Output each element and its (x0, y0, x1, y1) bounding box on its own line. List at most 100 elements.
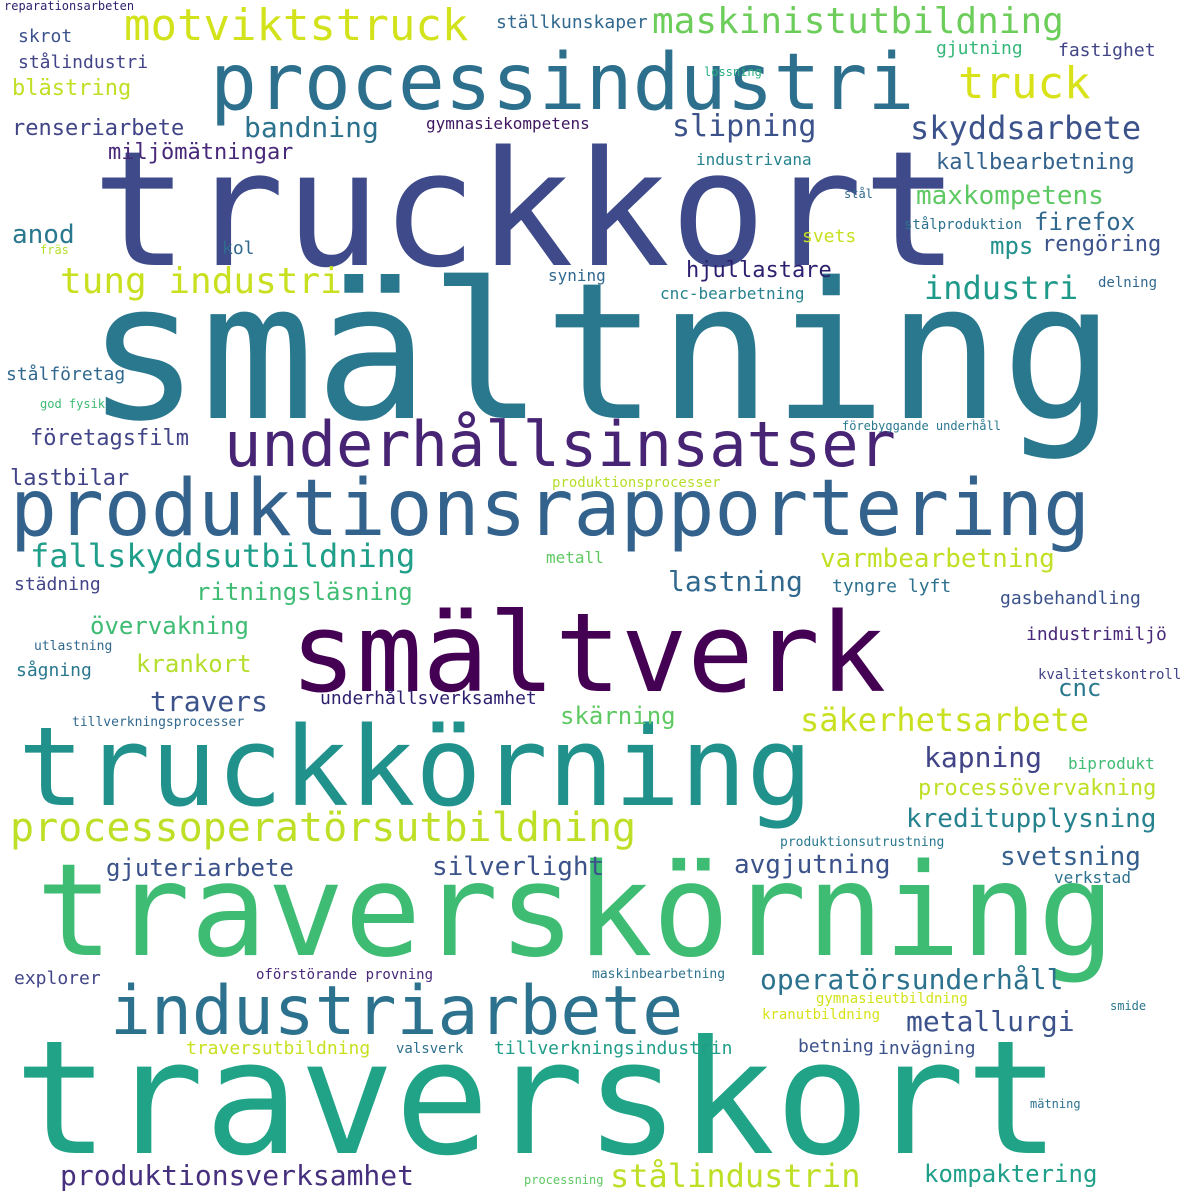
cloud-word: rengöring (1042, 232, 1162, 257)
cloud-word: sågning (16, 660, 92, 681)
cloud-word: traversutbildning (186, 1038, 371, 1059)
cloud-word: skärning (560, 702, 676, 730)
cloud-word: truckkörning (18, 703, 813, 831)
cloud-word: processning (524, 1173, 604, 1187)
cloud-word: mps (990, 232, 1034, 260)
cloud-word: industriarbete (110, 972, 684, 1051)
cloud-word: tillverkningsindustrin (494, 1038, 733, 1059)
cloud-word: gjuteriarbete (106, 854, 294, 882)
cloud-word: lastbilar (10, 466, 130, 491)
cloud-word: traverskörning (36, 837, 1115, 986)
cloud-word: kol (222, 238, 255, 259)
cloud-word: invägning (878, 1038, 976, 1059)
cloud-word: renseriarbete (12, 116, 185, 141)
cloud-word: betning (798, 1036, 874, 1057)
cloud-word: gymnasieutbildning (816, 991, 968, 1007)
cloud-word: övervakning (90, 612, 249, 640)
cloud-word: lossning (704, 65, 762, 79)
cloud-word: industri (924, 269, 1079, 307)
cloud-word: industrimiljö (1026, 624, 1167, 645)
cloud-word: ställkunskaper (496, 12, 648, 33)
cloud-word: truckkort (92, 116, 959, 303)
cloud-word: metallurgi (906, 1005, 1075, 1038)
cloud-word: delning (1098, 275, 1158, 291)
cloud-word: oförstörande provning (256, 967, 434, 983)
cloud-word: operatörsunderhåll (760, 963, 1064, 996)
cloud-word: kompaktering (924, 1160, 1098, 1188)
cloud-word: processövervakning (918, 776, 1157, 801)
cloud-word: fallskyddsutbildning (30, 537, 416, 575)
cloud-word: krankort (136, 650, 252, 678)
cloud-word: produktionsverksamhet (60, 1159, 415, 1192)
cloud-word: kapning (924, 741, 1043, 774)
cloud-word: god fysik (40, 397, 106, 411)
cloud-word: gasbehandling (1000, 588, 1141, 609)
cloud-word: varmbearbetning (820, 544, 1055, 574)
cloud-word: svetsning (1000, 842, 1141, 872)
cloud-word: verkstad (1054, 868, 1132, 887)
cloud-word: processindustri (210, 38, 915, 128)
cloud-word: lastning (668, 565, 803, 598)
cloud-word: industrivana (696, 150, 812, 169)
cloud-word: explorer (14, 968, 101, 989)
cloud-word: städning (14, 574, 101, 595)
cloud-word: kallbearbetning (936, 150, 1135, 175)
cloud-word: skrot (18, 26, 73, 47)
cloud-word: reparationsarbeten (4, 0, 135, 13)
cloud-word: fastighet (1058, 40, 1156, 61)
cloud-word: säkerhetsarbete (800, 701, 1089, 739)
cloud-word: kranutbildning (762, 1007, 881, 1023)
cloud-word: smältning (86, 242, 1116, 463)
cloud-word: underhållsinsatser (224, 408, 896, 481)
cloud-word: stålföretag (6, 364, 126, 385)
cloud-word: tung industri (60, 261, 342, 302)
cloud-word: svets (802, 226, 857, 247)
cloud-word: firefox (1034, 208, 1136, 236)
cloud-word: cnc (1058, 674, 1102, 702)
cloud-word: blästring (12, 76, 132, 101)
cloud-word: valsverk (396, 1041, 464, 1057)
cloud-word: gjutning (936, 38, 1023, 59)
cloud-word: stålindustrin (610, 1157, 861, 1195)
cloud-word: tillverkningsprocesser (72, 715, 245, 730)
cloud-word: tyngre lyft (832, 576, 952, 597)
cloud-word: anod (12, 220, 75, 250)
cloud-word: kvalitetskontroll (1038, 667, 1182, 683)
cloud-word: företagsfilm (30, 426, 189, 451)
cloud-word: slipning (672, 109, 817, 144)
cloud-word: stålindustri (18, 52, 149, 73)
cloud-word: produktionsprocesser (552, 475, 721, 491)
cloud-word: ritningsläsning (196, 578, 413, 606)
cloud-word: truck (958, 58, 1091, 109)
cloud-word: stål (844, 187, 873, 201)
cloud-word: processoperatörsutbildning (10, 805, 637, 851)
cloud-word: cnc-bearbetning (660, 284, 805, 303)
cloud-word: metall (546, 548, 604, 567)
cloud-word: miljömätningar (108, 140, 294, 165)
cloud-word: produktionsutrustning (780, 835, 945, 850)
cloud-word: smide (1110, 999, 1147, 1013)
cloud-word: syning (548, 266, 606, 285)
cloud-word: förebyggande underhåll (842, 419, 1001, 433)
cloud-word: skyddsarbete (910, 109, 1142, 147)
cloud-word: bandning (244, 111, 379, 144)
cloud-word: produktionsrapportering (10, 464, 1091, 554)
cloud-word: kreditupplysning (906, 804, 1157, 834)
cloud-word: biprodukt (1068, 754, 1155, 773)
cloud-word: smältverk (290, 589, 887, 717)
cloud-word: utlastning (34, 639, 113, 654)
cloud-word: maskinistutbildning (652, 1, 1064, 42)
cloud-word: mätning (1030, 1097, 1081, 1111)
cloud-word: fräs (40, 243, 69, 257)
cloud-word: travers (150, 685, 269, 718)
cloud-word: maskinbearbetning (592, 967, 726, 982)
cloud-word: gymnasiekompetens (426, 114, 590, 133)
cloud-word: stålproduktion (904, 217, 1023, 233)
cloud-word: avgjutning (734, 850, 891, 880)
cloud-word: silverlight (432, 852, 605, 882)
cloud-word: traverskort (14, 1007, 1061, 1191)
cloud-word: hjullastare (686, 258, 832, 283)
cloud-word: underhållsverksamhet (320, 688, 537, 709)
cloud-word: maxkompetens (916, 181, 1104, 211)
